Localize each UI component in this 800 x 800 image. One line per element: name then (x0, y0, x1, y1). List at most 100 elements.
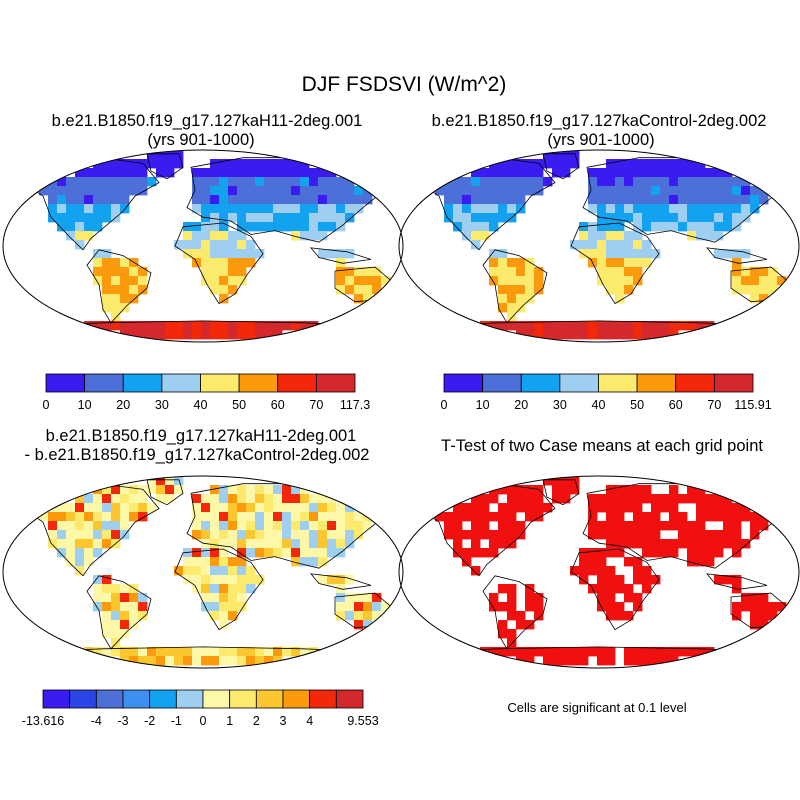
grid-cell (228, 575, 238, 585)
grid-cell (75, 168, 85, 178)
grid-cell (354, 620, 364, 630)
grid-cell (192, 330, 202, 340)
colorbar-label: -13.616 (22, 714, 64, 728)
grid-cell (669, 539, 679, 549)
grid-cell (300, 647, 310, 657)
grid-cell (660, 186, 670, 196)
grid-cell (543, 647, 553, 657)
grid-cell (741, 267, 751, 277)
grid-cell (237, 330, 247, 340)
grid-cell (669, 321, 679, 331)
grid-cell (570, 159, 580, 169)
grid-cell (741, 512, 751, 522)
grid-cell (300, 494, 310, 504)
grid-cell (741, 249, 751, 259)
grid-cell (624, 557, 634, 567)
grid-cell (651, 539, 661, 549)
grid-cell (291, 485, 301, 495)
grid-cell (228, 512, 238, 522)
grid-cell (732, 530, 742, 540)
grid-cell (498, 647, 508, 657)
significance-note: Cells are significant at 0.1 level (507, 700, 687, 715)
grid-cell (696, 521, 706, 531)
grid-cell (615, 512, 625, 522)
grid-cell (705, 512, 715, 522)
grid-cell (201, 557, 211, 567)
grid-cell (219, 276, 229, 286)
grid-cell (516, 620, 526, 630)
grid-cell (498, 159, 508, 169)
grid-cell (741, 186, 751, 196)
grid-cell (273, 512, 283, 522)
coastline-southAmerica (86, 575, 152, 650)
grid-cell (219, 177, 229, 187)
grid-cell (597, 575, 607, 585)
grid-cell (534, 321, 544, 331)
grid-cell (579, 575, 589, 585)
grid-cell (282, 521, 292, 531)
grid-cell (525, 330, 535, 340)
grid-cell (192, 177, 202, 187)
grid-cell (192, 204, 202, 214)
grid-cell (228, 213, 238, 223)
grid-cell (489, 168, 499, 178)
colorbar-box (69, 689, 97, 709)
grid-cell (93, 321, 103, 331)
grid-cell (597, 177, 607, 187)
grid-cell (642, 575, 652, 585)
grid-cell (93, 647, 103, 657)
grid-cell (309, 195, 319, 205)
grid-cell (696, 213, 706, 223)
grid-cell (273, 485, 283, 495)
grid-cell (255, 213, 265, 223)
grid-cell (543, 150, 553, 160)
grid-cell (147, 150, 157, 160)
grid-cell (255, 321, 265, 331)
grid-cell (102, 602, 112, 612)
grid-cell (102, 629, 112, 639)
grid-cell (624, 258, 634, 268)
grid-cell (336, 276, 346, 286)
grid-cell (561, 494, 571, 504)
figure-title: DJF FSDSVI (W/m^2) (301, 73, 507, 96)
grid-cell (174, 656, 184, 666)
grid-cell (471, 168, 481, 178)
grid-cell (237, 321, 247, 331)
grid-cell (309, 222, 319, 232)
grid-cell (327, 575, 337, 585)
grid-cell (255, 512, 265, 522)
grid-cell (579, 321, 589, 331)
grid-cell (192, 186, 202, 196)
grid-cell (309, 213, 319, 223)
grid-cell (309, 503, 319, 513)
grid-cell (498, 303, 508, 313)
grid-cell (615, 285, 625, 295)
grid-cell (336, 593, 346, 603)
grid-cell (201, 168, 211, 178)
grid-cell (120, 602, 130, 612)
grid-cell (228, 186, 238, 196)
grid-cell (84, 494, 94, 504)
grid-cell (606, 186, 616, 196)
grid-cell (237, 539, 247, 549)
grid-cell (102, 503, 112, 513)
grid-cell (687, 231, 697, 241)
grid-cell (453, 186, 463, 196)
grid-cell (534, 285, 544, 295)
grid-cell (606, 539, 616, 549)
grid-cell (120, 195, 130, 205)
grid-cell (588, 521, 598, 531)
grid-cell (192, 575, 202, 585)
grid-cell (201, 521, 211, 531)
grid-cell (606, 656, 616, 666)
grid-cell (84, 213, 94, 223)
grid-cell (255, 168, 265, 178)
grid-cell (498, 629, 508, 639)
grid-cell (462, 177, 472, 187)
grid-cell (210, 602, 220, 612)
grid-cell (462, 530, 472, 540)
grid-cell (237, 566, 247, 576)
grid-cell (93, 584, 103, 594)
grid-cell (669, 494, 679, 504)
grid-cell (561, 476, 571, 486)
